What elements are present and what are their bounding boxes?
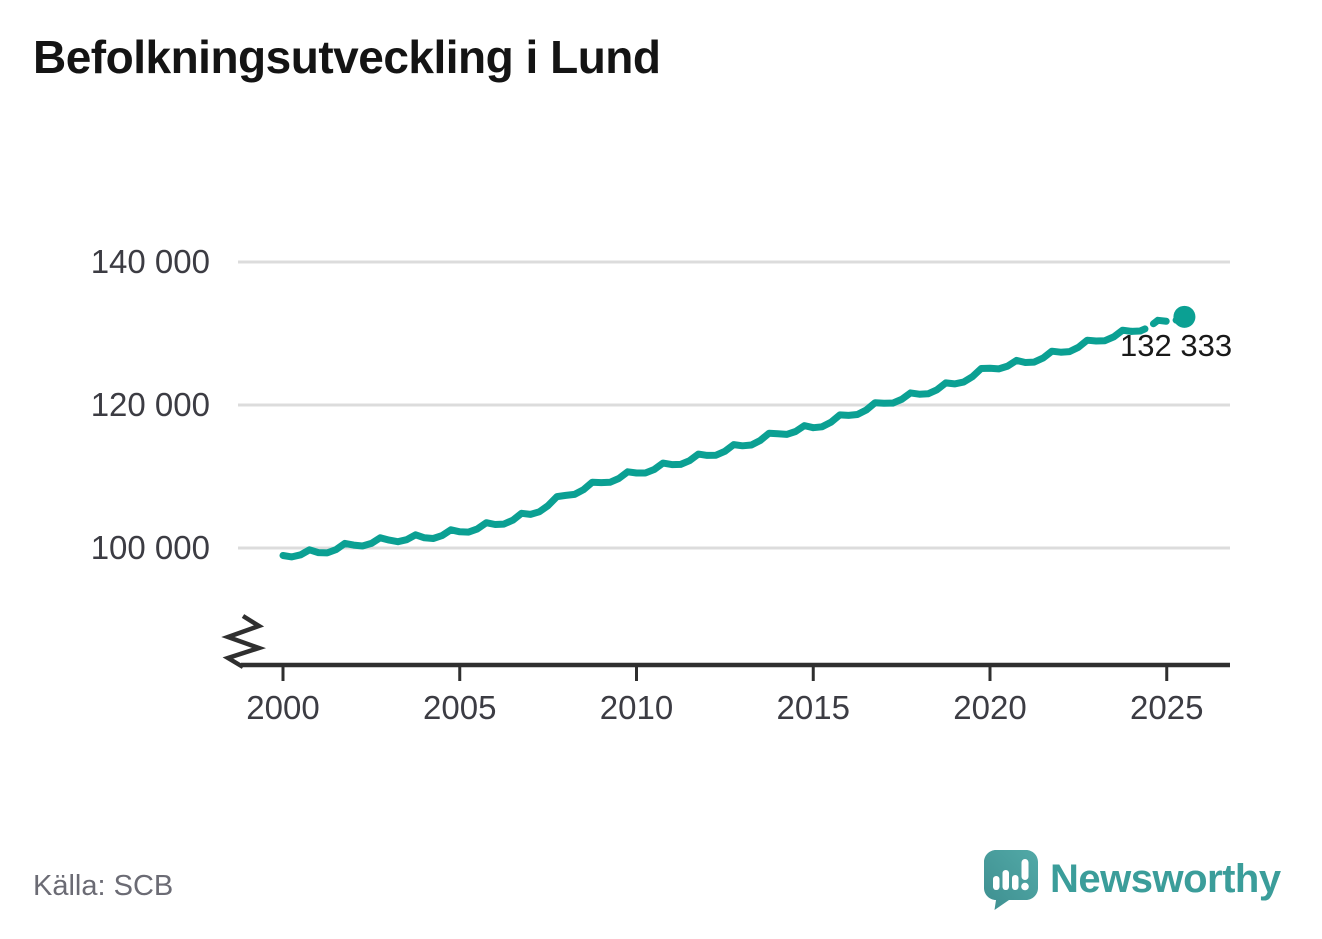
last-value-annotation: 132 333 <box>1120 328 1233 363</box>
y-tick-label: 100 000 <box>90 529 210 566</box>
x-tick-label: 2000 <box>246 689 320 726</box>
newsworthy-brand: Newsworthy <box>982 848 1281 910</box>
x-tick-label: 2010 <box>599 689 674 726</box>
chart-title: Befolkningsutveckling i Lund <box>33 31 661 83</box>
x-tick-label: 2025 <box>1130 689 1204 726</box>
x-tick-label: 2020 <box>953 689 1027 726</box>
x-tick-label: 2005 <box>423 689 497 726</box>
y-tick-label: 140 000 <box>90 243 210 280</box>
y-tick-label: 120 000 <box>90 386 210 423</box>
newsworthy-logo-icon <box>984 850 1038 910</box>
x-tick-label: 2015 <box>776 689 850 726</box>
source-note: Källa: SCB <box>33 870 174 902</box>
newsworthy-wordmark: Newsworthy <box>1050 856 1281 901</box>
